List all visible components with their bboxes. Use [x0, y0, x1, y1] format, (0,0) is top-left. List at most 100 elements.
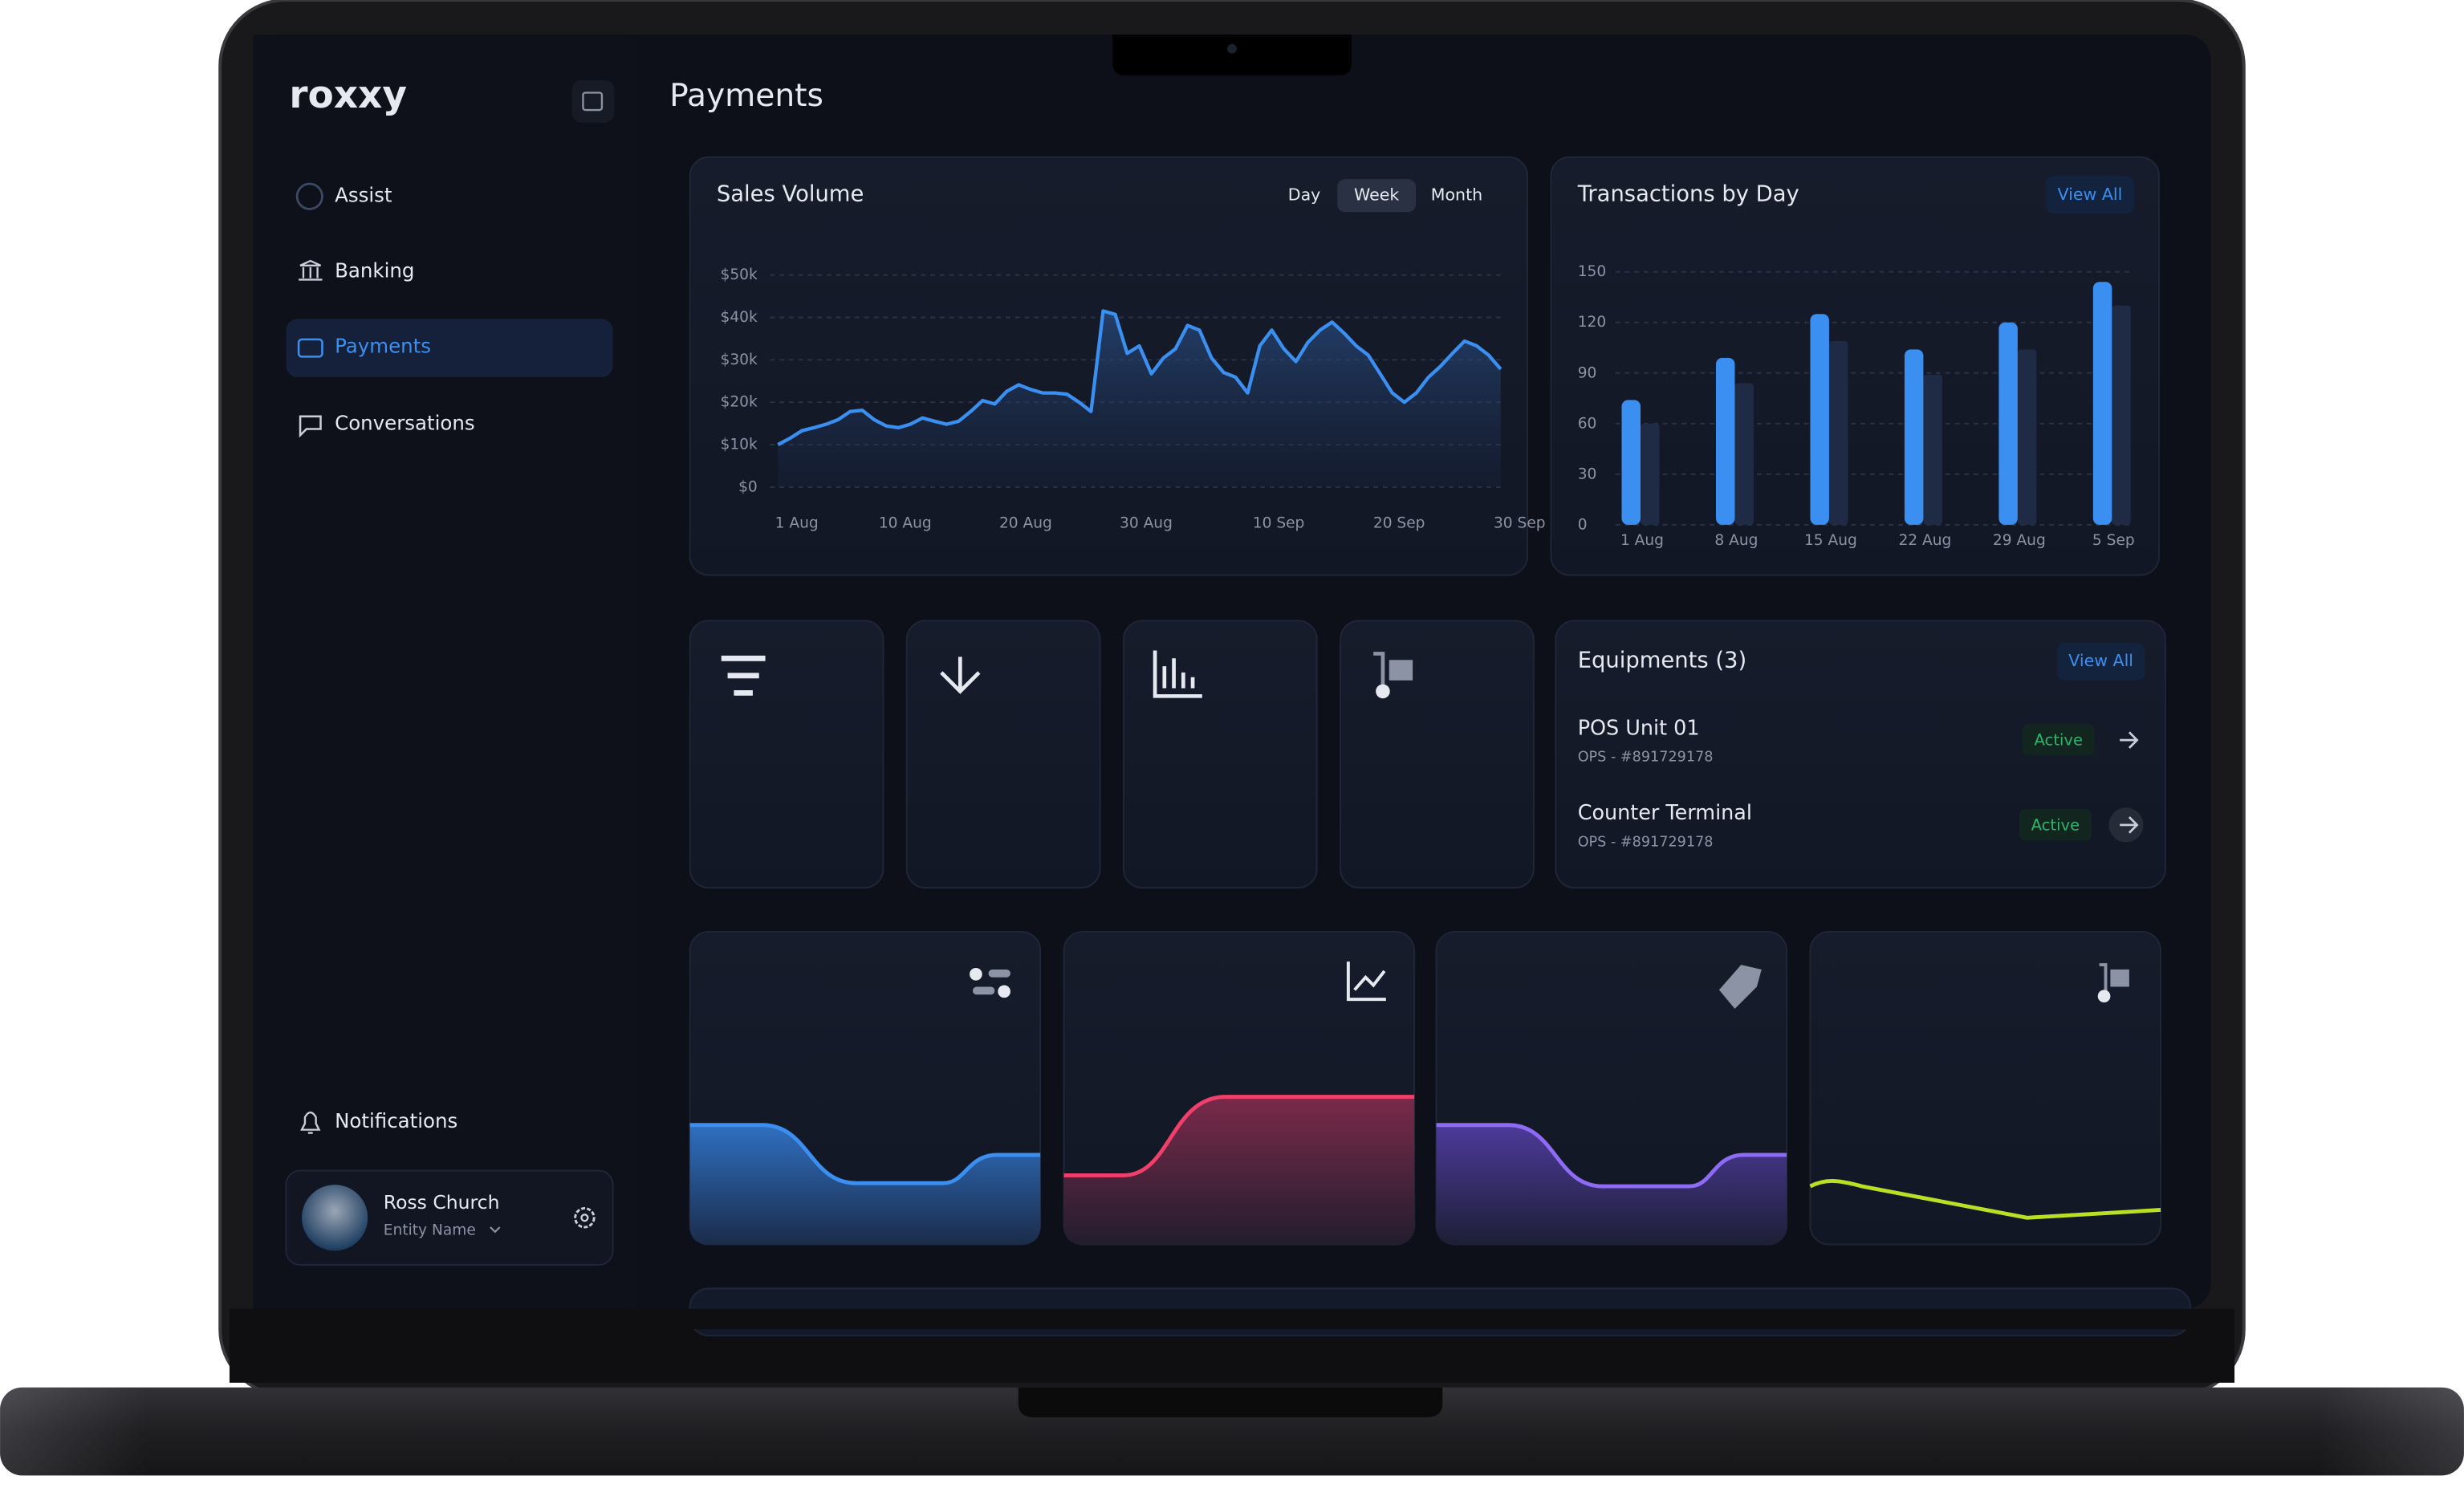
sparkline [1809, 1179, 2161, 1220]
settings-icon[interactable] [574, 1207, 596, 1229]
y-tick-label: 30 [1578, 466, 1597, 482]
status-pill [2019, 809, 2092, 841]
y-tick-label: $10k [721, 437, 758, 453]
assist-icon [295, 182, 323, 210]
quick-link-card[interactable] [689, 620, 884, 889]
quick-link-card[interactable] [1340, 620, 1535, 889]
range-tab[interactable]: Month [1431, 185, 1482, 205]
payments-icon [297, 338, 323, 358]
nav-item[interactable]: Banking [335, 259, 414, 283]
kpi-icon [988, 969, 1010, 978]
y-tick-label: $50k [721, 266, 758, 283]
y-tick-label: 120 [1578, 314, 1606, 331]
y-tick-label: $40k [721, 309, 758, 326]
bar [1641, 423, 1660, 525]
nav-active-bg [286, 319, 613, 377]
kpi-icon [2099, 963, 2108, 992]
bar [1828, 340, 1848, 525]
y-tick-label: $20k [721, 394, 758, 411]
y-tick-label: 90 [1578, 364, 1597, 381]
x-tick-label: 8 Aug [1714, 532, 1758, 549]
x-tick-label: 5 Sep [2092, 532, 2135, 549]
settings-icon-core [580, 1214, 589, 1222]
statements-icon [1153, 650, 1202, 698]
bezel-strip [229, 1308, 2235, 1330]
range-tab[interactable]: Day [1288, 185, 1321, 205]
equipment-id: OPS - #891729178 [1578, 834, 1714, 850]
camera-notch [1112, 35, 1352, 75]
x-tick-label: 1 Aug [1620, 532, 1664, 549]
status-pill [2022, 724, 2095, 756]
chargebacks-icon [1373, 652, 1385, 687]
kpi-icon [970, 967, 982, 981]
entity-caret [490, 1226, 501, 1234]
page-title: Payments [669, 78, 823, 114]
sales-area [778, 311, 1501, 487]
laptop-base-shade [0, 1387, 2464, 1476]
bar [1904, 349, 1924, 525]
view-all-button[interactable] [2056, 642, 2145, 681]
x-tick-label: 30 Sep [1494, 514, 1546, 531]
deposits-icon [940, 657, 981, 694]
sparkline [689, 1123, 1041, 1185]
nav-item[interactable]: Conversations [335, 412, 475, 435]
collapse-icon [582, 91, 604, 112]
kpi-decor [689, 930, 2162, 1246]
y-tick-label: 0 [1578, 516, 1588, 533]
x-tick-label: 30 Aug [1120, 514, 1173, 531]
kpi-icon [972, 986, 995, 995]
bar [1923, 374, 1942, 525]
avatar [302, 1185, 368, 1251]
sparkline [1063, 1095, 1415, 1177]
chargebacks-icon-wheel [1376, 684, 1390, 699]
equipment-name[interactable]: Counter Terminal [1578, 801, 1752, 825]
bell-icon [300, 1111, 321, 1134]
logo: roxxy [289, 73, 407, 117]
kpi-icon [998, 985, 1010, 998]
arrow-icon[interactable] [2120, 816, 2139, 834]
base-notch [1018, 1387, 1443, 1417]
notifications[interactable]: Notifications [335, 1109, 457, 1132]
x-tick-label: 20 Aug [999, 514, 1052, 531]
sales-line [777, 309, 1502, 446]
quick-link-card[interactable] [1122, 620, 1318, 889]
x-tick-label: 1 Aug [775, 514, 819, 531]
x-tick-label: 15 Aug [1804, 532, 1857, 549]
x-tick-label: 10 Sep [1253, 514, 1305, 531]
kpi-icon [2097, 990, 2111, 1003]
kpi-card [1809, 930, 2162, 1246]
entity-name[interactable]: Entity Name [384, 1222, 476, 1238]
x-tick-label: 22 Aug [1898, 532, 1951, 549]
quick-link-card[interactable] [905, 620, 1101, 889]
equipment-id: OPS - #891729178 [1578, 750, 1714, 766]
bar [1715, 357, 1735, 525]
bar [1810, 314, 1829, 525]
range-tab-active[interactable] [1337, 179, 1417, 213]
kpi-icon [2110, 969, 2129, 987]
x-tick-label: 29 Aug [1993, 532, 2046, 549]
bar [1734, 383, 1754, 525]
camera [1227, 43, 1237, 54]
nav-item[interactable]: Assist [335, 184, 392, 207]
chart-title: Sales Volume [717, 181, 864, 206]
bar [2017, 349, 2037, 525]
x-tick-label: 20 Sep [1373, 514, 1425, 531]
nav-item-active[interactable]: Payments [335, 335, 431, 358]
kpi-icon [1346, 962, 1386, 1002]
bezel-bottom [229, 1329, 2235, 1383]
view-all-label[interactable]: View All [2068, 651, 2133, 670]
bar [1998, 322, 2018, 525]
view-all-button[interactable] [2046, 176, 2134, 214]
view-all-label[interactable]: View All [2058, 185, 2123, 204]
batches-icon [721, 655, 766, 696]
collapse-button[interactable] [571, 79, 615, 123]
arrow-icon[interactable] [2120, 731, 2139, 749]
equipment-name[interactable]: POS Unit 01 [1578, 716, 1700, 740]
user-card[interactable] [285, 1169, 614, 1266]
sparkline-area [1063, 1096, 1415, 1245]
sparkline-area [1436, 1124, 1787, 1245]
sparkline [1436, 1123, 1787, 1189]
range-tab[interactable]: Week [1354, 185, 1399, 205]
